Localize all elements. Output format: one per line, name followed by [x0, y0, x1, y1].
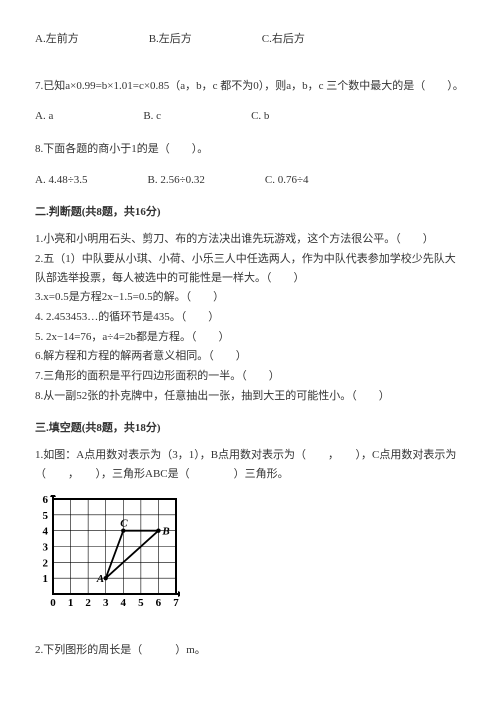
s2-item-1: 1.小亮和小明用石头、剪刀、布的方法决出谁先玩游戏，这个方法很公平。（ ）	[35, 230, 465, 249]
svg-text:2: 2	[43, 558, 49, 570]
svg-text:3: 3	[43, 542, 49, 554]
svg-text:B: B	[161, 526, 169, 538]
s2-item-8: 8.从一副52张的扑克牌中，任意抽出一张，抽到大王的可能性小。（ ）	[35, 387, 465, 406]
q8-opt-a: A. 4.48÷3.5	[35, 171, 87, 190]
svg-text:0: 0	[50, 597, 56, 609]
q8-options: A. 4.48÷3.5 B. 2.56÷0.32 C. 0.76÷4	[35, 171, 465, 190]
q8-opt-c: C. 0.76÷4	[265, 171, 309, 190]
svg-text:C: C	[120, 518, 128, 530]
q8-text: 8.下面各题的商小于1的是（ ）。	[35, 140, 465, 159]
svg-text:6: 6	[43, 495, 49, 506]
svg-text:2: 2	[85, 597, 91, 609]
s2-item-4: 4. 2.453453…的循环节是435。（ ）	[35, 308, 465, 327]
svg-text:4: 4	[121, 597, 127, 609]
s2-item-6: 6.解方程和方程的解两者意义相同。（ ）	[35, 347, 465, 366]
q6-opt-a: A.左前方	[35, 30, 79, 49]
svg-text:5: 5	[43, 510, 49, 522]
section3-title: 三.填空题(共8题，共18分)	[35, 419, 465, 438]
s2-item-7: 7.三角形的面积是平行四边形面积的一半。（ ）	[35, 367, 465, 386]
q7-options: A. a B. c C. b	[35, 107, 465, 126]
q6-opt-c: C.右后方	[262, 30, 305, 49]
s3-q2: 2.下列图形的周长是（ ）m。	[35, 641, 465, 660]
svg-text:3: 3	[103, 597, 109, 609]
svg-text:1: 1	[43, 574, 49, 586]
svg-text:4: 4	[43, 526, 49, 538]
q7-text: 7.已知a×0.99=b×1.01=c×0.85（a，b，c 都不为0），则a，…	[35, 77, 465, 96]
section2-list: 1.小亮和小明用石头、剪刀、布的方法决出谁先玩游戏，这个方法很公平。（ ） 2.…	[35, 230, 465, 405]
q6-opt-b: B.左后方	[149, 30, 192, 49]
q6-options: A.左前方 B.左后方 C.右后方	[35, 30, 465, 49]
s2-item-3: 3.x=0.5是方程2x−1.5=0.5的解。（ ）	[35, 288, 465, 307]
q8-opt-b: B. 2.56÷0.32	[147, 171, 204, 190]
svg-text:6: 6	[156, 597, 162, 609]
triangle-graph: 01234567123456ABC	[35, 495, 465, 617]
s2-item-2: 2.五（1）中队要从小琪、小荷、小乐三人中任选两人，作为中队代表参加学校少先队大…	[35, 250, 465, 287]
svg-text:1: 1	[68, 597, 74, 609]
q7-opt-c: C. b	[251, 107, 269, 126]
section2-title: 二.判断题(共8题，共16分)	[35, 203, 465, 222]
svg-text:5: 5	[138, 597, 144, 609]
q7-opt-a: A. a	[35, 107, 53, 126]
s2-item-5: 5. 2x−14=76，a÷4=2b都是方程。（ ）	[35, 328, 465, 347]
s3-q1: 1.如图：A点用数对表示为（3，1），B点用数对表示为（ ， ），C点用数对表示…	[35, 446, 465, 483]
svg-text:7: 7	[173, 597, 179, 609]
q7-opt-b: B. c	[143, 107, 161, 126]
svg-text:A: A	[96, 574, 104, 586]
